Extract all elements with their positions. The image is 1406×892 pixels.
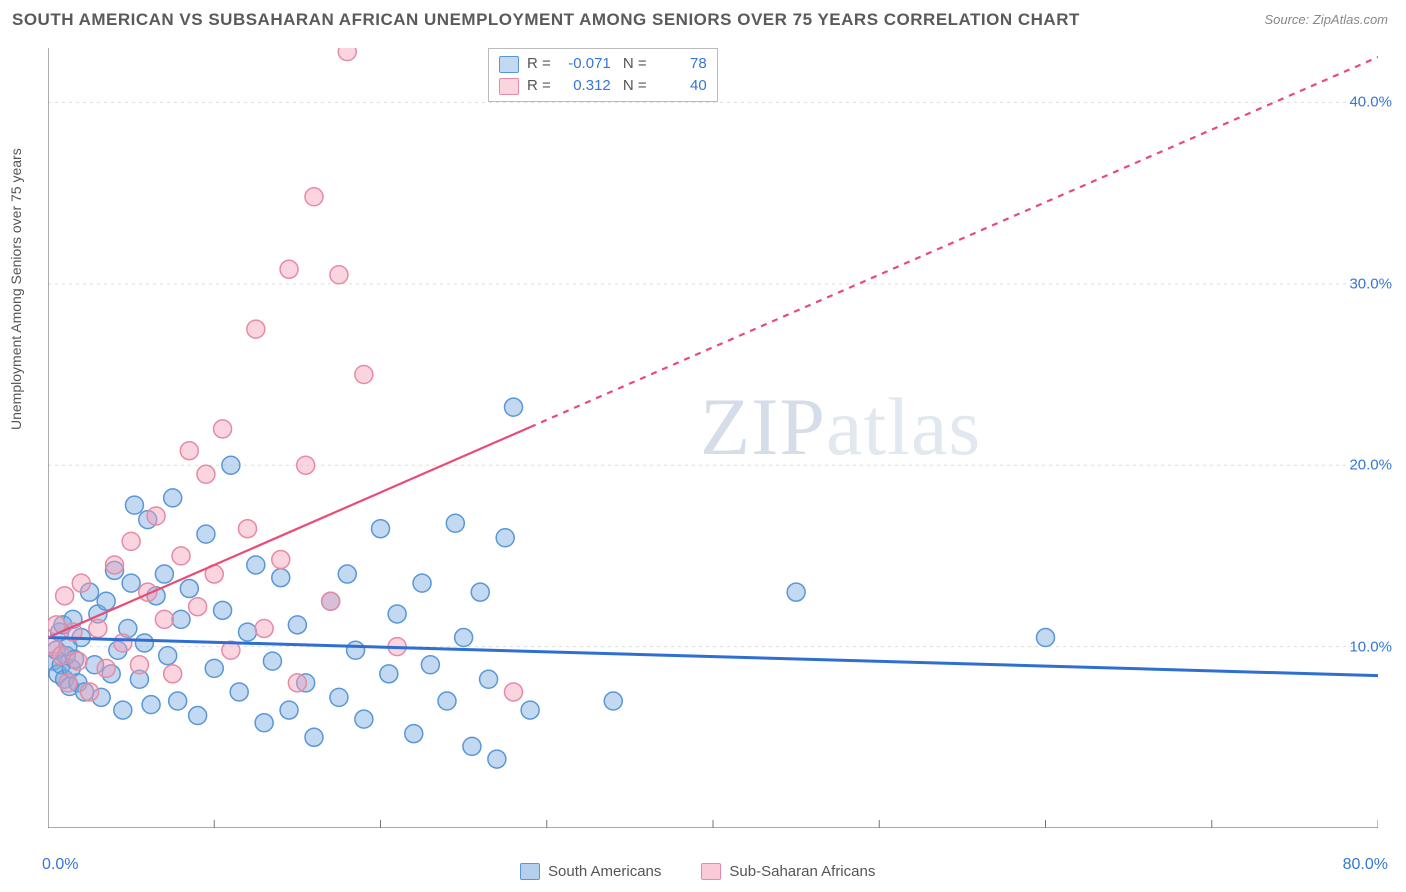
y-axis-label: Unemployment Among Seniors over 75 years — [8, 148, 24, 430]
y-tick-label: 20.0% — [1349, 457, 1392, 474]
chart-title: SOUTH AMERICAN VS SUBSAHARAN AFRICAN UNE… — [12, 10, 1080, 30]
stats-row-sa: R = -0.071 N = 78 — [499, 53, 707, 75]
y-tick-label: 30.0% — [1349, 275, 1392, 292]
y-tick-label: 10.0% — [1349, 638, 1392, 655]
r-value-sa: -0.071 — [559, 53, 611, 75]
bottom-legend: South Americans Sub-Saharan Africans — [520, 863, 875, 880]
y-tick-label: 40.0% — [1349, 94, 1392, 111]
legend-label-ssa: Sub-Saharan Africans — [729, 863, 875, 880]
legend-item-sa: South Americans — [520, 863, 661, 880]
x-axis-min-label: 0.0% — [42, 856, 78, 874]
x-axis-max-label: 80.0% — [1343, 856, 1388, 874]
swatch-ssa — [499, 78, 519, 95]
source-attribution: Source: ZipAtlas.com — [1264, 12, 1388, 27]
legend-swatch-ssa — [701, 863, 721, 880]
correlation-stats-box: R = -0.071 N = 78 R = 0.312 N = 40 — [488, 48, 718, 102]
stats-row-ssa: R = 0.312 N = 40 — [499, 75, 707, 97]
legend-label-sa: South Americans — [548, 863, 661, 880]
r-value-ssa: 0.312 — [559, 75, 611, 97]
swatch-sa — [499, 56, 519, 73]
n-value-sa: 78 — [655, 53, 707, 75]
legend-item-ssa: Sub-Saharan Africans — [701, 863, 875, 880]
n-value-ssa: 40 — [655, 75, 707, 97]
legend-swatch-sa — [520, 863, 540, 880]
watermark: ZIPatlas — [700, 380, 981, 474]
